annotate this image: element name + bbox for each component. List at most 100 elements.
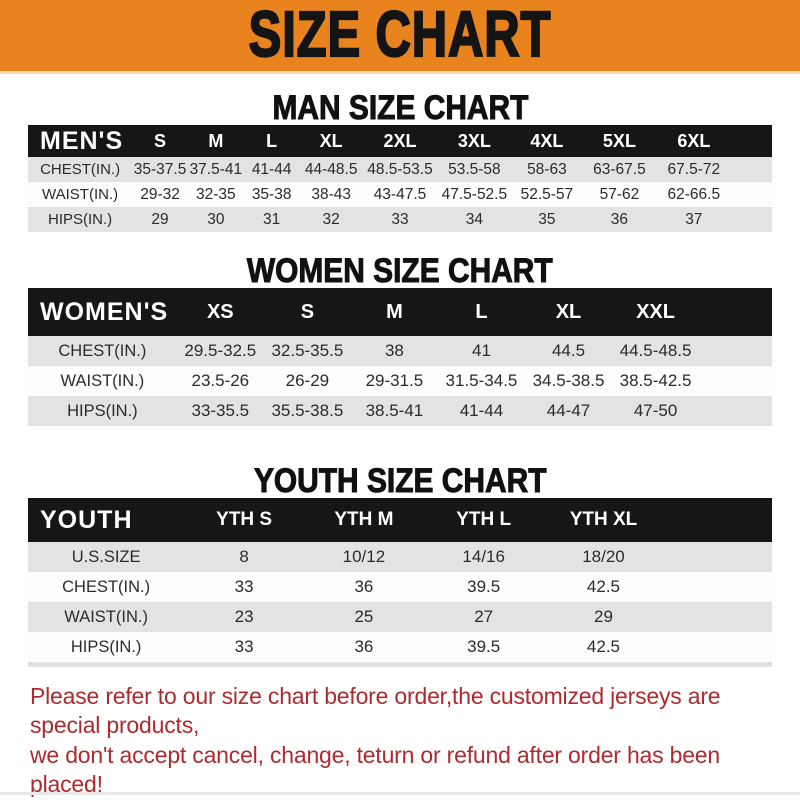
cell: 33 (234, 577, 254, 596)
cell: 26-29 (285, 371, 330, 390)
banner: SIZE CHART (0, 0, 800, 74)
women-size-header: XL (524, 288, 613, 336)
cell-filler (663, 632, 772, 662)
women-header-row: WOMEN'S XS S M L XL XXL (28, 288, 772, 336)
cell: 41-44 (459, 401, 504, 420)
men-size-header: 2XL (362, 125, 438, 157)
cell: 38.5-41 (365, 401, 424, 420)
cell: 58-63 (527, 160, 567, 178)
cell-filler (663, 572, 772, 602)
row-label: CHEST(IN.) (58, 341, 147, 360)
cell: 33 (234, 637, 254, 656)
cell: 36 (354, 577, 374, 596)
cell: 48.5-53.5 (367, 160, 433, 178)
cell: 35 (538, 210, 556, 228)
women-size-header: XS (176, 288, 264, 336)
cell: 44-47 (546, 401, 591, 420)
youth-header-row: YOUTH YTH S YTH M YTH L YTH XL (28, 498, 772, 542)
cell-filler (699, 396, 772, 426)
cell-filler (731, 207, 772, 232)
cell: 47-50 (633, 401, 678, 420)
men-size-header: 6XL (656, 125, 732, 157)
header-filler (663, 498, 772, 542)
women-size-header: S (263, 288, 351, 336)
cell-filler (731, 182, 772, 207)
cell: 53.5-58 (448, 160, 501, 178)
order-policy-line1: Please refer to our size chart before or… (30, 683, 721, 739)
cell: 32 (322, 210, 340, 228)
cell: 37.5-41 (189, 160, 243, 178)
cell: 35.5-38.5 (271, 401, 344, 420)
men-section-heading: MAN SIZE CHART (272, 89, 529, 127)
cell: 39.5 (467, 637, 501, 656)
cell-filler (731, 157, 772, 182)
cell-filler (663, 542, 772, 572)
cell: 36 (610, 210, 629, 228)
cell: 31.5-34.5 (445, 371, 518, 390)
youth-corner-label: YOUTH (28, 498, 185, 542)
cell: 8 (239, 547, 249, 566)
men-size-header: M (187, 125, 244, 157)
cell: 35-37.5 (133, 160, 187, 178)
row-label: WAIST(IN.) (60, 371, 145, 390)
cell: 25 (354, 607, 374, 626)
cell: 32.5-35.5 (271, 341, 344, 360)
youth-size-header: YTH M (304, 498, 424, 542)
women-waist-row: WAIST(IN.) 23.5-26 26-29 29-31.5 31.5-34… (28, 366, 772, 396)
header-filler (731, 125, 772, 157)
youth-table-bottom-strip (28, 662, 772, 667)
men-header-row: MEN'S S M L XL 2XL 3XL 4XL 5XL 6XL (28, 125, 772, 157)
cell: 38 (384, 341, 404, 360)
women-corner-label: WOMEN'S (28, 288, 177, 336)
youth-chest-row: CHEST(IN.) 33 36 39.5 42.5 (28, 572, 772, 602)
cell: 10/12 (342, 547, 386, 566)
cell: 29.5-32.5 (184, 341, 257, 360)
cell: 41 (472, 341, 491, 360)
cell: 33-35.5 (191, 401, 250, 420)
row-label: HIPS(IN.) (67, 401, 138, 420)
cell: 31 (263, 210, 281, 228)
cell: 52.5-57 (520, 185, 574, 203)
bottom-edge-divider (0, 792, 800, 795)
row-label: CHEST(IN.) (62, 577, 151, 596)
page-title: SIZE CHART (248, 0, 552, 71)
cell: 18/20 (582, 547, 625, 566)
cell: 63-67.5 (593, 160, 646, 178)
cell: 23 (234, 607, 254, 626)
men-size-header: XL (299, 125, 363, 157)
row-label: CHEST(IN.) (40, 161, 121, 178)
cell: 39.5 (467, 577, 501, 596)
men-size-header: 4XL (511, 125, 583, 157)
men-size-header: 5XL (582, 125, 657, 157)
cell: 62-66.5 (667, 185, 721, 203)
cell: 47.5-52.5 (441, 185, 508, 203)
men-size-header: 3XL (437, 125, 512, 157)
youth-size-header: YTH L (423, 498, 544, 542)
cell: 29 (594, 607, 613, 626)
cell: 41-44 (251, 160, 292, 178)
order-policy-line2: we don't accept cancel, change, teturn o… (30, 741, 720, 798)
men-size-table: MEN'S S M L XL 2XL 3XL 4XL 5XL 6XL CHEST… (28, 125, 772, 232)
youth-size-header: YTH XL (543, 498, 664, 542)
cell: 38-43 (311, 185, 351, 203)
cell: 35-38 (251, 185, 292, 203)
cell: 34 (465, 210, 483, 228)
order-policy-note: Please refer to our size chart before or… (0, 682, 800, 800)
row-label: WAIST(IN.) (42, 186, 119, 203)
cell: 36 (354, 637, 374, 656)
cell: 37 (685, 210, 703, 228)
women-chest-row: CHEST(IN.) 29.5-32.5 32.5-35.5 38 41 44.… (28, 336, 772, 366)
youth-ussize-row: U.S.SIZE 8 10/12 14/16 18/20 (28, 542, 772, 572)
row-label: HIPS(IN.) (47, 211, 113, 228)
women-size-table: WOMEN'S XS S M L XL XXL CHEST(IN.) 29.5-… (28, 288, 772, 426)
youth-size-table: YOUTH YTH S YTH M YTH L YTH XL U.S.SIZE … (28, 498, 772, 662)
cell: 42.5 (586, 637, 621, 656)
cell: 44-48.5 (304, 160, 358, 178)
cell: 14/16 (462, 547, 505, 566)
women-hips-row: HIPS(IN.) 33-35.5 35.5-38.5 38.5-41 41-4… (28, 396, 772, 426)
cell-filler (699, 366, 772, 396)
cell-filler (699, 336, 772, 366)
cell: 29-31.5 (365, 371, 424, 390)
cell: 57-62 (599, 185, 640, 203)
